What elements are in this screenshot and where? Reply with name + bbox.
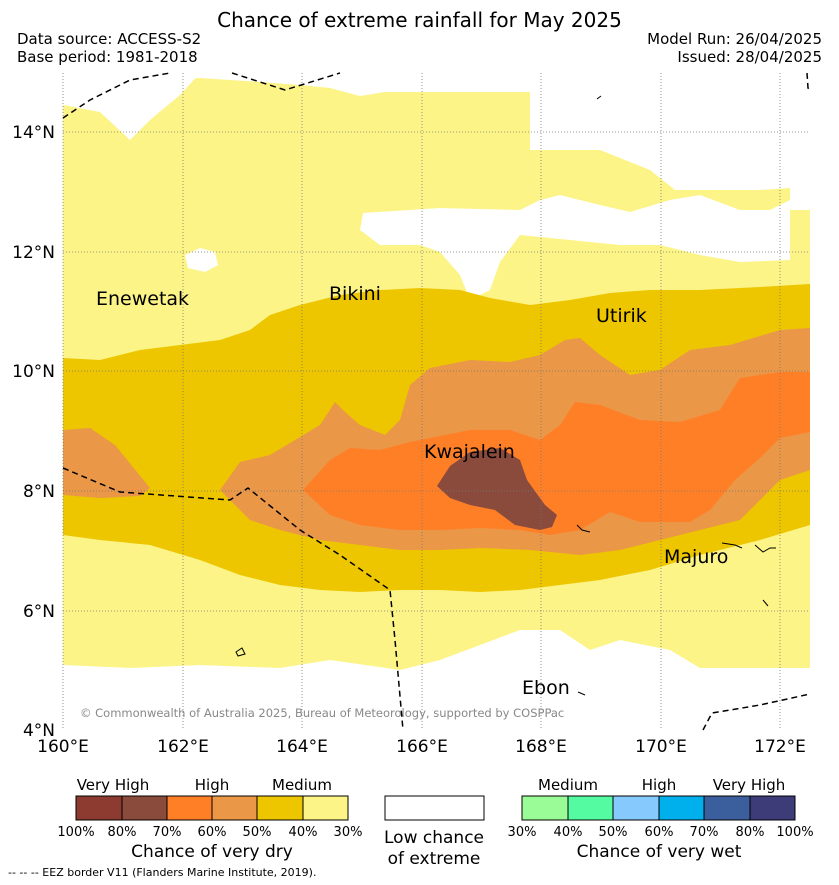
wet-tick: 30% [508, 825, 537, 840]
wet-tick: 50% [599, 825, 628, 840]
source-info: Data source: ACCESS-S2 Base period: 1981… [17, 30, 201, 66]
base-period: Base period: 1981-2018 [17, 48, 198, 66]
lon-tick-label: 162°E [157, 737, 209, 757]
dry-swatch [121, 795, 168, 821]
zone-low-chance-3 [185, 248, 218, 272]
wet-tick: 60% [645, 825, 674, 840]
place-label-kwajalein: Kwajalein [424, 441, 515, 463]
probability-field [63, 73, 810, 670]
dry-tick: 80% [108, 825, 137, 840]
wet-swatch [749, 795, 796, 821]
legend-wet: Medium High Very High 30% 40% 50% 60% 70… [508, 776, 814, 862]
wet-tick: 40% [554, 825, 583, 840]
lat-tick-label: 8°N [23, 482, 55, 502]
dry-swatch [75, 795, 123, 821]
lon-tick-label: 164°E [276, 737, 328, 757]
wet-legend-title: Chance of very wet [577, 842, 742, 862]
zone-dry-70-80 [437, 448, 557, 530]
dry-swatch [166, 795, 213, 821]
dry-tick: 70% [153, 825, 182, 840]
low-chance-label-1: Low chance [384, 828, 484, 848]
place-label-utirik: Utirik [596, 305, 647, 327]
eez-footnote: -- -- -- EEZ border V11 (Flanders Marine… [8, 866, 317, 879]
wet-swatch [658, 795, 705, 821]
dry-color-bar [75, 795, 349, 821]
wet-swatch [521, 795, 569, 821]
lat-tick-label: 10°N [12, 362, 55, 382]
place-label-majuro: Majuro [664, 546, 728, 568]
dry-tick: 50% [243, 825, 272, 840]
wet-swatch [612, 795, 660, 821]
zone-dry-60-70 [303, 372, 810, 535]
eez-border [62, 72, 811, 731]
legend-low-chance: Low chance of extreme [384, 795, 485, 869]
zone-low-chance-2 [63, 73, 700, 140]
wet-swatch [703, 795, 751, 821]
islands [235, 95, 776, 696]
dry-tick: 40% [289, 825, 318, 840]
wet-swatch [567, 795, 614, 821]
dry-legend-title: Chance of very dry [131, 842, 293, 862]
lon-tick-label: 172°E [754, 737, 806, 757]
dry-swatch [302, 795, 349, 821]
place-labels: Enewetak Bikini Utirik Kwajalein Majuro … [96, 283, 728, 699]
dry-swatch [211, 795, 258, 821]
place-label-bikini: Bikini [329, 283, 381, 305]
lat-tick-label: 12°N [12, 243, 55, 263]
zone-low-chance-1 [360, 195, 790, 300]
dry-tick: 60% [198, 825, 227, 840]
lat-tick-label: 4°N [23, 721, 55, 741]
legend-level-label: High [195, 776, 229, 794]
wet-tick: 100% [776, 825, 813, 840]
place-label-ebon: Ebon [522, 677, 570, 699]
legend-level-label: Very High [713, 776, 786, 794]
legend-level-label: Medium [272, 776, 332, 794]
issued-date: Issued: 28/04/2025 [677, 48, 822, 66]
copyright-notice: © Commonwealth of Australia 2025, Bureau… [80, 706, 564, 720]
legend-dry: Very High High Medium 100% 80% 70% 60% 5… [57, 776, 362, 862]
low-chance-label-2: of extreme [388, 849, 481, 869]
dry-tick: 30% [334, 825, 363, 840]
place-label-enewetak: Enewetak [96, 288, 189, 310]
axis-labels: 14°N 12°N 10°N 8°N 6°N 4°N 160°E 162°E 1… [12, 123, 806, 757]
lon-tick-label: 168°E [515, 737, 567, 757]
lon-tick-label: 160°E [37, 737, 89, 757]
wet-tick: 80% [736, 825, 765, 840]
zone-dry-50-60 [63, 428, 150, 498]
model-run: Model Run: 26/04/2025 [647, 30, 822, 48]
legend-level-label: Very High [77, 776, 150, 794]
legend-level-label: Medium [538, 776, 598, 794]
lat-tick-label: 6°N [23, 602, 55, 622]
lon-tick-label: 170°E [635, 737, 687, 757]
dry-swatch [256, 795, 304, 821]
wet-color-bar [521, 795, 796, 821]
wet-tick: 70% [690, 825, 719, 840]
dry-tick: 100% [57, 825, 94, 840]
data-source: Data source: ACCESS-S2 [17, 30, 202, 48]
low-chance-swatch [384, 795, 485, 821]
map-title: Chance of extreme rainfall for May 2025 [217, 8, 622, 32]
legend-level-label: High [642, 776, 676, 794]
lat-tick-label: 14°N [12, 123, 55, 143]
lon-tick-label: 166°E [396, 737, 448, 757]
run-info: Model Run: 26/04/2025 Issued: 28/04/2025 [647, 30, 822, 66]
